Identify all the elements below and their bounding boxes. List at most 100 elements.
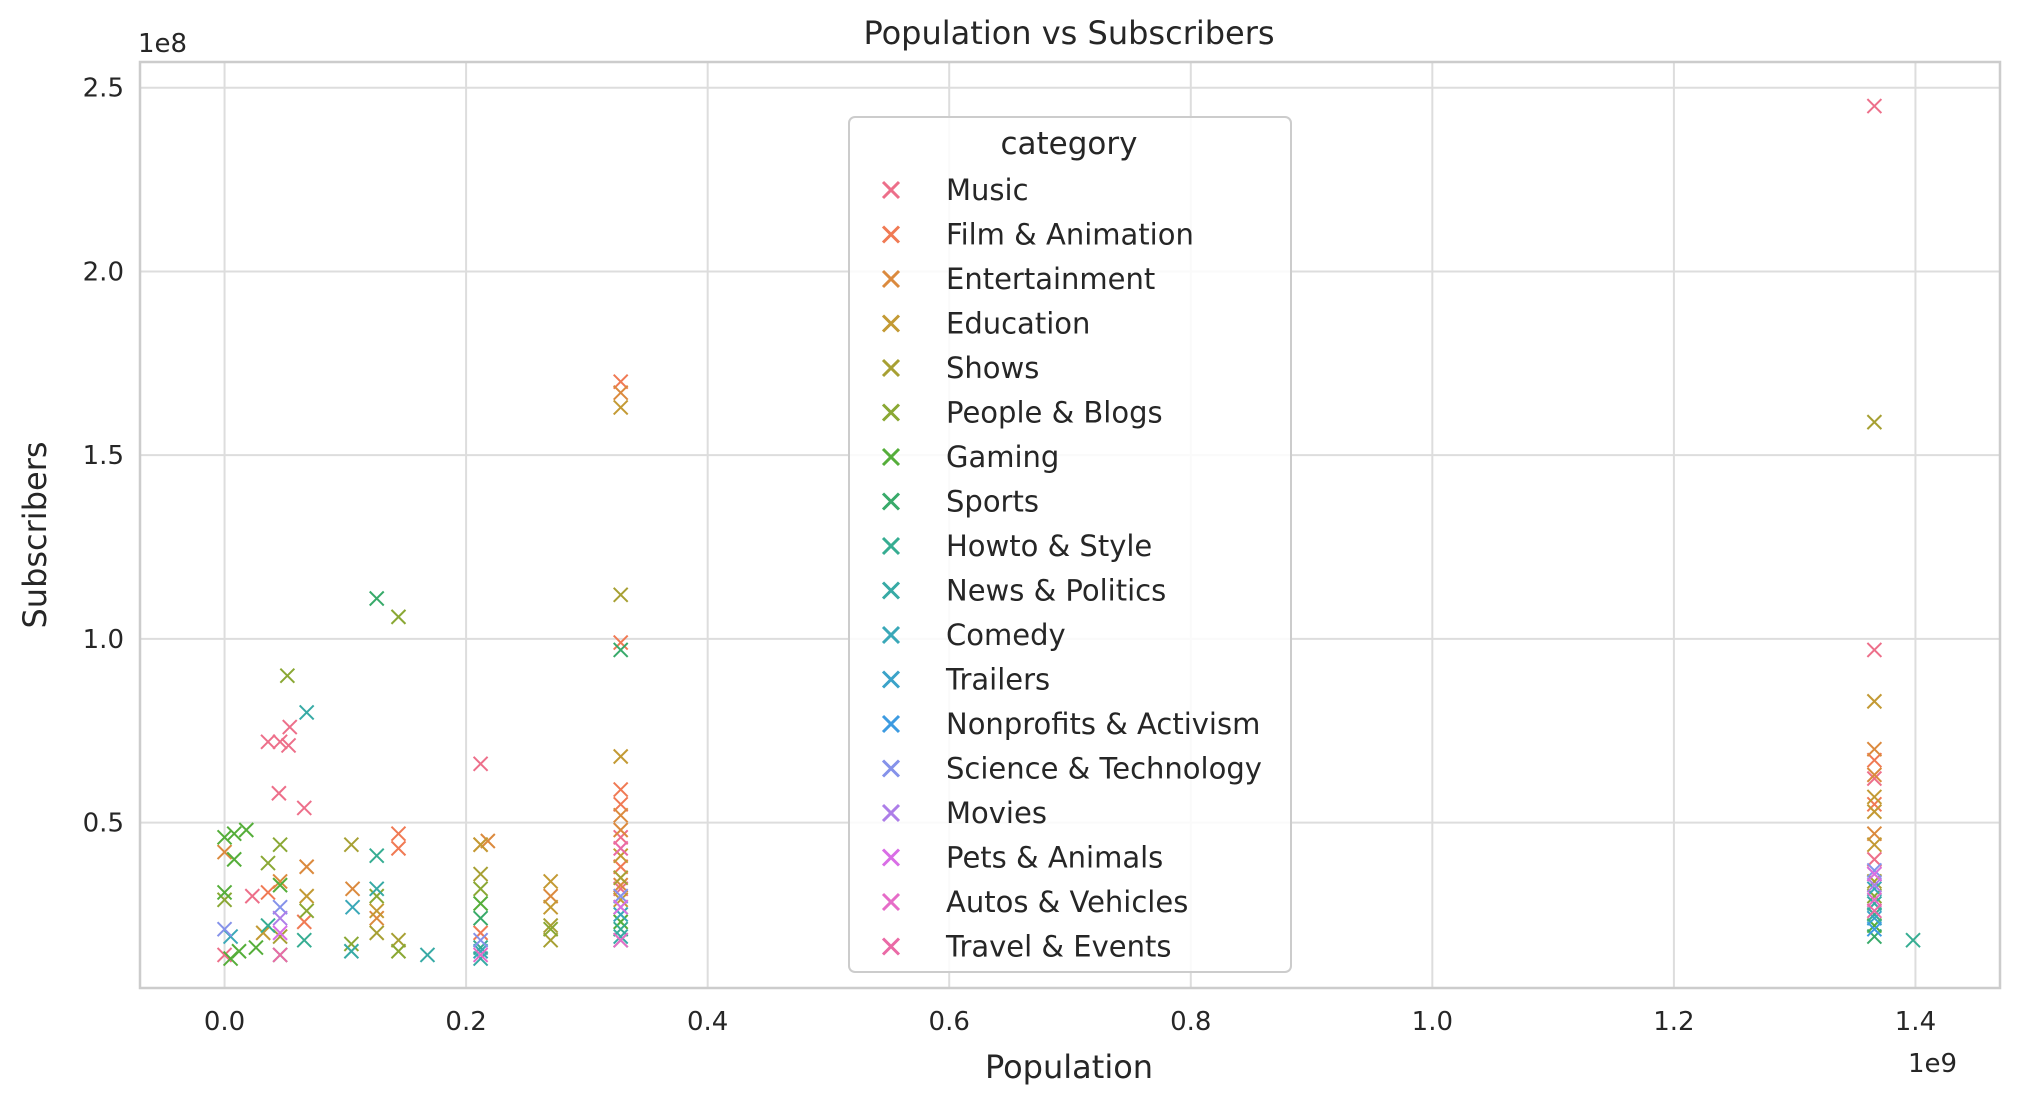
data-point <box>1866 873 1883 890</box>
legend-box <box>848 116 1292 973</box>
data-point <box>612 399 629 416</box>
legend-item: Autos & Vehicles <box>881 885 1188 919</box>
series-nonprofits-activism <box>1866 921 1883 937</box>
data-point <box>419 947 436 963</box>
data-point <box>255 925 271 941</box>
legend-item: Sports <box>881 485 1039 519</box>
legend-label: Education <box>946 307 1090 341</box>
data-point <box>1866 836 1883 853</box>
data-point <box>1866 906 1883 923</box>
data-point <box>216 921 233 937</box>
data-point <box>472 895 489 912</box>
legend-marker <box>881 269 901 289</box>
data-point <box>298 888 315 904</box>
data-point <box>612 888 629 904</box>
legend-marker <box>881 625 901 645</box>
data-point <box>369 590 385 607</box>
data-point <box>369 888 385 904</box>
data-point <box>542 888 559 904</box>
data-point <box>472 947 489 963</box>
data-point <box>1866 862 1883 879</box>
legend-marker <box>881 581 901 600</box>
data-point <box>1866 693 1883 710</box>
legend-label: Gaming <box>946 440 1059 474</box>
data-point <box>612 829 629 846</box>
legend-item: Film & Animation <box>881 218 1194 252</box>
x-tick-label: 0.2 <box>445 1007 486 1037</box>
data-point <box>244 888 261 904</box>
data-point <box>272 925 288 941</box>
legend-item: Entertainment <box>881 262 1155 296</box>
data-point <box>1866 414 1883 430</box>
data-point <box>612 642 629 658</box>
legend-label: Entertainment <box>946 262 1155 296</box>
data-point <box>1866 917 1883 934</box>
data-point <box>542 899 559 915</box>
x-tick-label: 0.6 <box>929 1007 970 1037</box>
legend-marker <box>881 670 901 689</box>
legend: category Music Film & Animation Entertainm… <box>848 116 1292 973</box>
legend-marker <box>881 848 901 867</box>
data-point <box>1866 642 1883 658</box>
data-point <box>369 848 385 864</box>
data-point <box>260 855 276 871</box>
y-tick-label: 1.5 <box>83 441 124 471</box>
data-points <box>216 98 1921 967</box>
plot-frame <box>138 60 2002 990</box>
legend-item: News & Politics <box>881 574 1166 608</box>
data-point <box>1866 903 1883 919</box>
legend-label: Trailers <box>945 663 1050 697</box>
legend-label: Autos & Vehicles <box>946 885 1188 919</box>
legend-item: Music <box>881 173 1029 207</box>
data-point <box>542 917 559 934</box>
data-point <box>272 836 288 853</box>
data-point <box>272 899 288 915</box>
data-point <box>343 836 360 853</box>
legend-label: People & Blogs <box>946 396 1163 430</box>
y-axis-title: Subscribers <box>16 441 54 628</box>
data-point <box>1866 796 1883 812</box>
data-point <box>344 881 361 897</box>
legend-marker <box>881 314 901 333</box>
legend-item: Movies <box>881 796 1047 830</box>
data-point <box>222 950 239 967</box>
data-point <box>472 939 489 956</box>
data-point <box>344 899 361 915</box>
data-point <box>390 932 407 948</box>
data-point <box>612 634 629 651</box>
data-point <box>272 910 288 926</box>
data-point <box>272 947 288 963</box>
x-tick-label: 1.4 <box>1895 1007 1936 1037</box>
data-point <box>542 932 559 948</box>
data-point <box>472 910 489 926</box>
data-point <box>260 734 276 750</box>
x-tick-label: 1.0 <box>1412 1007 1453 1037</box>
legend-marker <box>881 536 901 556</box>
data-point <box>296 932 312 948</box>
data-point <box>1866 881 1883 897</box>
legend-label: Pets & Animals <box>946 841 1163 875</box>
data-point <box>298 859 315 875</box>
tick-labels: 0.0 0.2 0.4 0.6 0.8 1.0 1.2 1.4 0.5 1.0 1.5 2.0 2.5 <box>83 74 1936 1037</box>
series-music <box>216 98 1883 963</box>
legend-label: News & Politics <box>946 574 1166 608</box>
legend-item: People & Blogs <box>881 396 1163 430</box>
data-point <box>343 936 360 952</box>
legend-title: category <box>1000 126 1137 162</box>
data-point <box>612 848 629 864</box>
data-point <box>480 833 496 849</box>
data-point <box>472 943 489 959</box>
data-point <box>272 873 288 890</box>
data-point <box>260 917 276 934</box>
series-science-technology <box>216 862 1883 948</box>
data-point <box>542 921 559 937</box>
legend-item: Comedy <box>881 618 1066 652</box>
data-point <box>612 373 629 390</box>
series-comedy <box>222 881 1883 959</box>
data-point <box>612 781 629 798</box>
y-tick-label: 2.5 <box>83 74 124 104</box>
data-point <box>226 825 242 842</box>
data-point <box>390 609 407 625</box>
chart-title: Population vs Subscribers <box>863 14 1274 52</box>
legend-item: Howto & Style <box>881 529 1152 563</box>
